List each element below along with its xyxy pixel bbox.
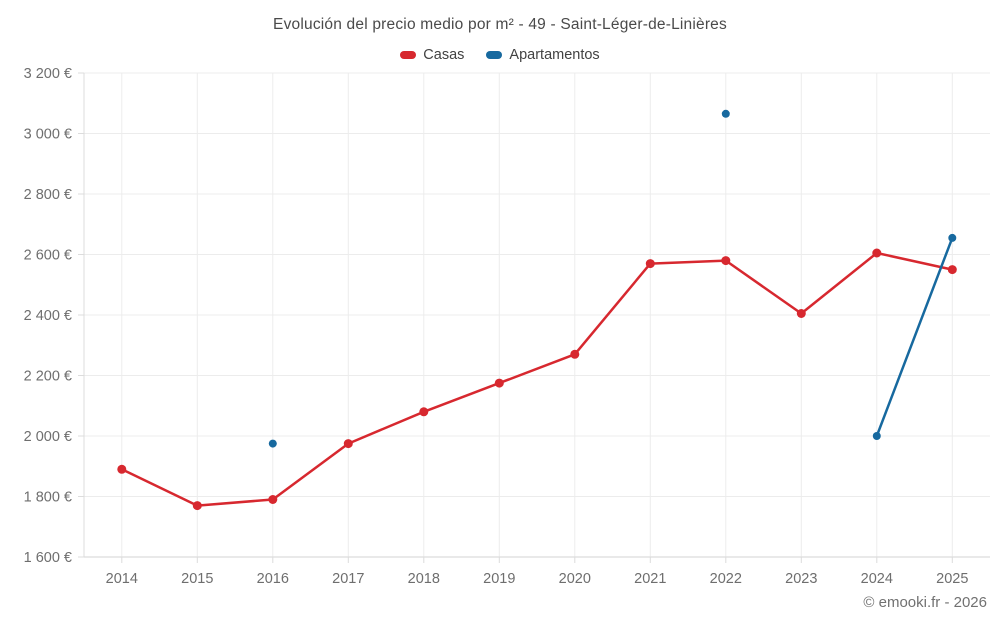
x-tick-label: 2018 (408, 571, 440, 587)
legend: Casas Apartamentos (0, 47, 1000, 63)
x-tick-label: 2020 (559, 571, 591, 587)
series-apartamentos (268, 109, 957, 448)
attribution: © emooki.fr - 2026 (863, 594, 987, 611)
data-point[interactable] (268, 439, 277, 448)
data-point[interactable] (947, 265, 957, 275)
data-point[interactable] (872, 248, 882, 258)
x-tick-label: 2025 (936, 571, 968, 587)
legend-item-apartamentos[interactable]: Apartamentos (486, 47, 600, 63)
axis-labels: 2014 2015 2016 2017 2018 2019 2020 2021 2022 2023… (24, 66, 969, 587)
data-point[interactable] (721, 109, 730, 118)
x-tick-label: 2016 (257, 571, 289, 587)
data-point[interactable] (192, 501, 202, 511)
data-point[interactable] (948, 233, 957, 242)
data-point[interactable] (721, 256, 731, 266)
x-tick-label: 2024 (861, 571, 893, 587)
legend-label-apartamentos: Apartamentos (509, 47, 600, 63)
data-point[interactable] (268, 495, 278, 504)
data-point[interactable] (419, 407, 429, 417)
data-point[interactable] (570, 349, 580, 359)
data-point[interactable] (872, 432, 881, 440)
chart-title: Evolución del precio medio por m² - 49 -… (273, 16, 727, 33)
gridlines (84, 72, 990, 557)
data-point[interactable] (494, 378, 504, 388)
apartamentos-series-swatch-icon (486, 51, 503, 59)
x-tick-label: 2014 (106, 571, 138, 587)
data-point[interactable] (117, 464, 127, 474)
y-tick-label: 2 000 € (24, 429, 72, 445)
x-tick-label: 2017 (332, 571, 364, 587)
y-tick-label: 3 200 € (24, 66, 72, 82)
axes (78, 72, 990, 563)
series (117, 109, 957, 511)
x-tick-label: 2019 (483, 571, 515, 587)
legend-label-casas: Casas (423, 47, 465, 63)
y-tick-label: 2 800 € (24, 187, 72, 203)
y-tick-label: 2 400 € (24, 308, 72, 324)
y-tick-label: 2 200 € (24, 369, 72, 385)
y-tick-label: 1 600 € (24, 550, 72, 566)
x-tick-label: 2021 (634, 571, 666, 587)
y-tick-label: 1 800 € (24, 490, 72, 506)
x-tick-label: 2015 (181, 571, 213, 587)
data-point[interactable] (343, 439, 353, 449)
x-tick-label: 2023 (785, 571, 817, 587)
data-point[interactable] (645, 259, 655, 269)
data-point[interactable] (796, 309, 806, 318)
x-tick-label: 2022 (710, 571, 742, 587)
legend-item-casas[interactable]: Casas (400, 47, 464, 63)
y-tick-label: 2 600 € (24, 248, 72, 264)
casas-series-swatch-icon (400, 51, 417, 59)
y-tick-label: 3 000 € (24, 127, 72, 143)
series-casas (117, 248, 957, 511)
